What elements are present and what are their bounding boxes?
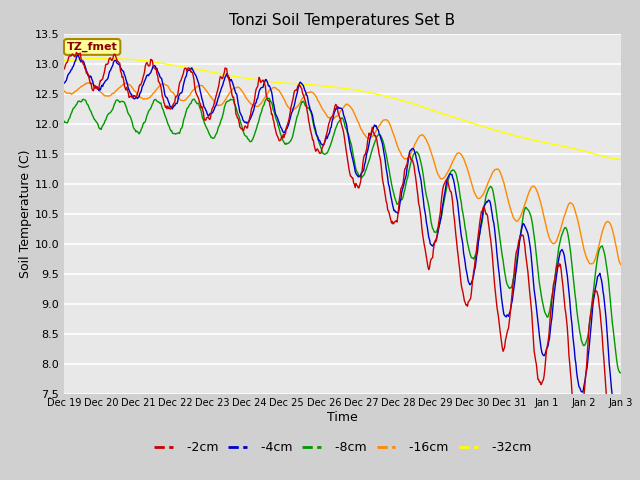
X-axis label: Time: Time	[327, 411, 358, 424]
Title: Tonzi Soil Temperatures Set B: Tonzi Soil Temperatures Set B	[229, 13, 456, 28]
Legend:  -2cm,  -4cm,  -8cm,  -16cm,  -32cm: -2cm, -4cm, -8cm, -16cm, -32cm	[149, 436, 536, 459]
Y-axis label: Soil Temperature (C): Soil Temperature (C)	[19, 149, 31, 278]
Text: TZ_fmet: TZ_fmet	[67, 42, 118, 52]
